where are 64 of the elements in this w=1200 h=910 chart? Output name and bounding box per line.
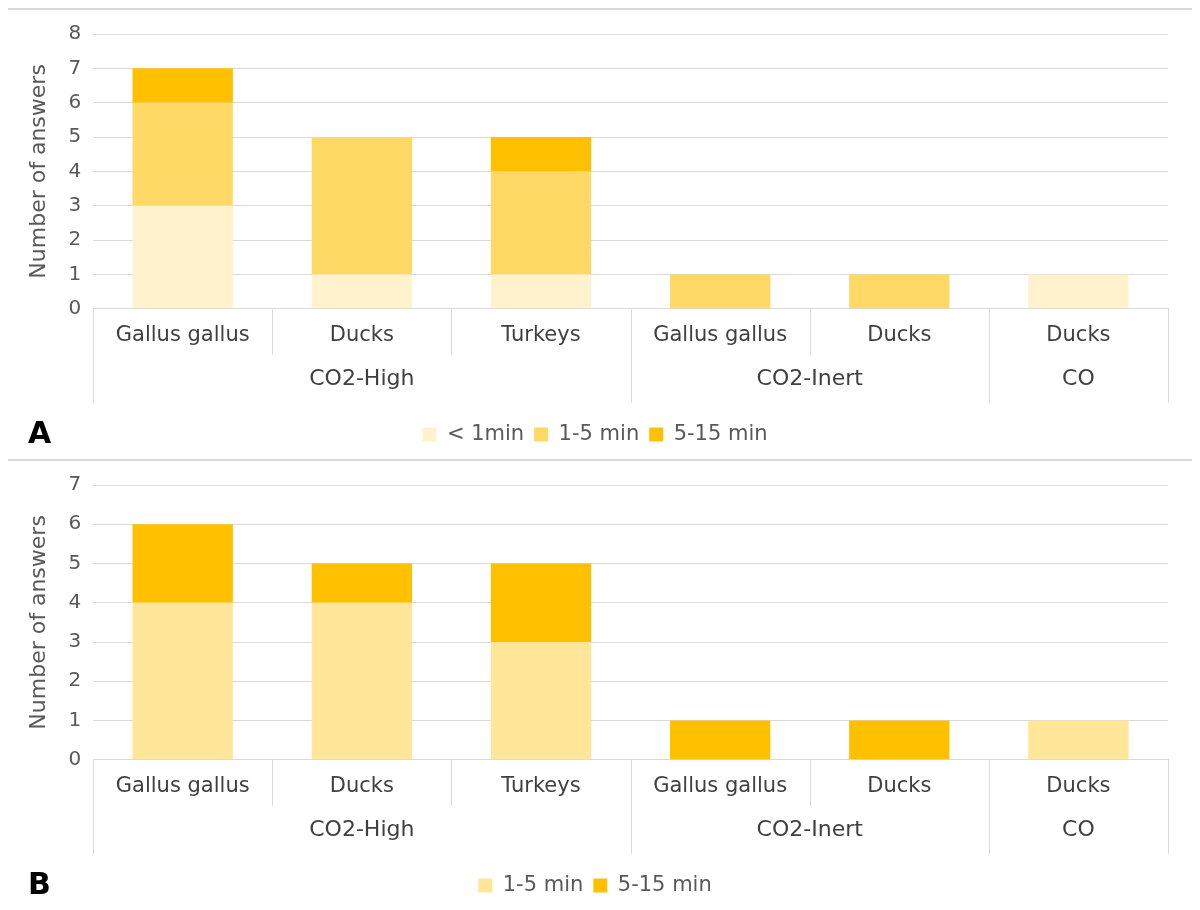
x-tick-label: Ducks xyxy=(1046,321,1111,346)
text: CO xyxy=(1062,815,1095,841)
bar xyxy=(669,274,771,309)
x-tick-label: Gallus gallus xyxy=(653,321,788,346)
y-axis-title: Number of answers xyxy=(24,515,50,730)
legend-label: 1-5 min xyxy=(558,420,640,445)
text: A xyxy=(28,414,52,450)
y-axis-title: Number of answers xyxy=(24,64,50,279)
legend-label: 5-15 min xyxy=(673,420,768,445)
x-tick-label: Gallus gallus xyxy=(115,772,250,797)
x-tick-label: Ducks xyxy=(329,321,394,346)
y-tick-label: 7 xyxy=(68,54,82,79)
bar xyxy=(849,720,950,760)
y-tick-label: 0 xyxy=(68,295,82,319)
bar xyxy=(669,720,771,760)
y-tick-label: 1 xyxy=(68,260,82,285)
bar xyxy=(311,602,412,760)
bar xyxy=(1028,720,1129,760)
x-tick-label: Ducks xyxy=(1046,772,1111,797)
y-tick-label: 6 xyxy=(68,510,82,535)
text: CO2-High xyxy=(309,815,415,841)
y-tick-label: 7 xyxy=(68,471,82,496)
y-tick-label: 3 xyxy=(68,628,82,653)
legend-label: 1-5 min xyxy=(502,871,584,896)
y-tick-label: 5 xyxy=(68,549,82,574)
bar xyxy=(490,137,592,172)
bar xyxy=(311,563,412,603)
bar xyxy=(132,602,233,760)
y-tick-label: 2 xyxy=(68,226,82,251)
y-tick-label: 0 xyxy=(68,746,82,770)
bar xyxy=(490,274,592,309)
x-tick-label: Turkeys xyxy=(500,321,581,346)
bar xyxy=(490,563,592,643)
y-tick-label: 2 xyxy=(68,667,82,692)
legend-label: 5-15 min xyxy=(617,871,712,896)
text: CO2-Inert xyxy=(756,364,864,390)
text: CO2-High xyxy=(309,364,415,390)
bar xyxy=(849,274,950,309)
bar xyxy=(311,137,412,275)
y-tick-label: 3 xyxy=(68,191,82,216)
y-tick-label: 4 xyxy=(68,588,82,613)
bar xyxy=(1028,274,1129,309)
x-tick-label: Ducks xyxy=(867,321,932,346)
bar xyxy=(311,274,412,309)
y-tick-label: 1 xyxy=(68,706,82,731)
y-tick-label: 4 xyxy=(68,157,82,182)
x-tick-label: Gallus gallus xyxy=(115,321,250,346)
text: CO2-Inert xyxy=(756,815,864,841)
legend-label: < 1min xyxy=(446,420,525,445)
x-tick-label: Turkeys xyxy=(500,772,581,797)
x-tick-label: Ducks xyxy=(867,772,932,797)
x-tick-label: Gallus gallus xyxy=(653,772,788,797)
text: CO xyxy=(1062,364,1095,390)
bar xyxy=(132,205,233,309)
y-tick-label: 5 xyxy=(68,123,82,148)
y-tick-label: 8 xyxy=(68,20,82,45)
bar xyxy=(490,642,592,760)
bar xyxy=(132,524,233,603)
bar xyxy=(490,171,592,275)
x-tick-label: Ducks xyxy=(329,772,394,797)
bar xyxy=(132,102,233,206)
bar xyxy=(132,68,233,103)
y-tick-label: 6 xyxy=(68,88,82,113)
text: B xyxy=(28,865,51,901)
